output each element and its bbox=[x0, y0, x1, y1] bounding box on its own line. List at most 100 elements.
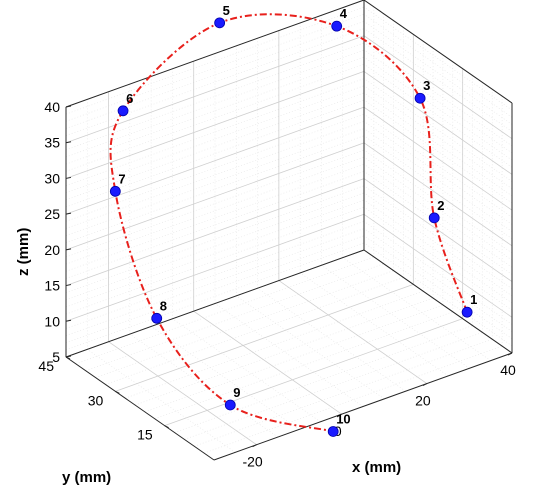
data-point-8 bbox=[151, 312, 163, 324]
z-axis-label: z (mm) bbox=[15, 228, 32, 276]
x-axis-label: x (mm) bbox=[352, 459, 401, 476]
grid-minor-line bbox=[363, 28, 513, 132]
grid-minor-line bbox=[214, 303, 364, 407]
point-label-2: 2 bbox=[437, 198, 444, 213]
x-tick-label: 20 bbox=[415, 393, 431, 409]
z-tick-label: 30 bbox=[44, 170, 60, 186]
point-label-6: 6 bbox=[126, 91, 133, 106]
grid-minor-line bbox=[257, 287, 406, 392]
grid-major-line bbox=[278, 280, 428, 384]
grid-minor-line bbox=[299, 272, 449, 377]
data-point-1 bbox=[461, 306, 473, 318]
z-tick-mark bbox=[65, 284, 72, 287]
grid-minor-line bbox=[363, 14, 513, 118]
grid-minor-line bbox=[363, 121, 513, 225]
grid-minor-line bbox=[321, 265, 470, 369]
grid-minor-line bbox=[363, 64, 513, 168]
z-tick-mark bbox=[65, 355, 72, 358]
data-point-9 bbox=[224, 399, 236, 411]
data-point-6 bbox=[117, 105, 129, 117]
grid-minor-line bbox=[150, 326, 300, 430]
grid-minor-line bbox=[363, 49, 513, 154]
y-tick-label: 45 bbox=[38, 358, 54, 374]
grid-major-line bbox=[115, 283, 414, 392]
grid-minor-line bbox=[65, 92, 365, 201]
grid-minor-line bbox=[363, 199, 513, 304]
grid-minor-line bbox=[65, 42, 365, 151]
grid-minor-line bbox=[363, 235, 513, 339]
point-label-9: 9 bbox=[233, 385, 240, 400]
z-tick-label: 20 bbox=[44, 242, 60, 258]
z-tick-mark bbox=[65, 176, 72, 179]
grid-major-line bbox=[164, 318, 463, 427]
grid-major-line bbox=[108, 341, 257, 446]
z-tick-label: 15 bbox=[44, 278, 60, 294]
data-point-5 bbox=[214, 17, 226, 29]
x-tick-label: -20 bbox=[242, 454, 262, 470]
grid-minor-line bbox=[363, 185, 513, 289]
y-tick-label: 30 bbox=[88, 392, 104, 408]
x-tick-label: 40 bbox=[500, 362, 516, 378]
grid-minor-line bbox=[363, 56, 513, 161]
grid-minor-line bbox=[363, 85, 513, 189]
grid-minor-line bbox=[363, 171, 513, 275]
z-tick-label: 5 bbox=[52, 349, 60, 365]
x-tick-mark bbox=[337, 413, 342, 417]
grid-minor-line bbox=[342, 257, 491, 361]
grid-major-line bbox=[363, 35, 513, 140]
data-point-10 bbox=[327, 426, 339, 437]
grid-minor-line bbox=[363, 128, 513, 232]
y-tick-mark bbox=[115, 390, 120, 394]
grid-major-line bbox=[363, 71, 513, 175]
grid-minor-line bbox=[363, 99, 513, 204]
grid-major-line bbox=[65, 142, 365, 251]
grid-minor-line bbox=[363, 78, 513, 182]
grid-minor-line bbox=[363, 149, 513, 254]
grid-minor-line bbox=[87, 349, 236, 453]
grid-major-line bbox=[363, 142, 513, 247]
grid-minor-line bbox=[65, 121, 365, 229]
grid-minor-line bbox=[236, 295, 385, 400]
point-label-7: 7 bbox=[118, 171, 125, 186]
z-tick-label: 10 bbox=[44, 313, 60, 329]
grid-minor-line bbox=[363, 42, 513, 147]
point-label-3: 3 bbox=[423, 78, 430, 93]
y-axis-label: y (mm) bbox=[62, 469, 111, 486]
axis-edge bbox=[65, 249, 365, 358]
grid-major-line bbox=[363, 213, 513, 318]
point-label-1: 1 bbox=[470, 292, 477, 307]
grid-minor-line bbox=[363, 21, 513, 125]
grid-major-line bbox=[65, 71, 365, 179]
grid-major-line bbox=[65, 35, 365, 144]
z-tick-label: 35 bbox=[44, 135, 60, 151]
grid-minor-line bbox=[363, 221, 513, 325]
grid-major-line bbox=[65, 178, 365, 286]
x-tick-mark bbox=[422, 383, 428, 387]
z-tick-mark bbox=[65, 212, 72, 215]
z-tick-mark bbox=[65, 105, 72, 108]
data-point-3 bbox=[414, 92, 426, 104]
point-label-4: 4 bbox=[340, 6, 348, 21]
grid-major-line bbox=[363, 106, 513, 211]
grid-major-line bbox=[193, 310, 342, 415]
z-tick-mark bbox=[65, 141, 72, 144]
axis-box bbox=[65, 0, 513, 461]
grid-minor-line bbox=[363, 135, 513, 239]
axis-edge bbox=[363, 0, 513, 104]
z-tick-mark bbox=[65, 319, 72, 322]
grid-minor-line bbox=[172, 318, 321, 423]
grid-minor-line bbox=[125, 290, 424, 399]
grid-minor-line bbox=[363, 242, 513, 347]
tick-labels: -2002040153045510152025303540 bbox=[38, 99, 516, 470]
grid-minor-line bbox=[363, 228, 513, 332]
axis-edge bbox=[65, 0, 365, 108]
point-label-10: 10 bbox=[336, 411, 350, 426]
grid-minor-line bbox=[363, 156, 513, 261]
z-tick-label: 25 bbox=[44, 206, 60, 222]
axis-edge bbox=[213, 352, 513, 461]
x-tick-mark bbox=[507, 352, 513, 356]
point-label-8: 8 bbox=[160, 298, 167, 313]
data-series: 1 2 3 4 5 6 7 8 9 10 bbox=[109, 3, 477, 437]
grid-minor-line bbox=[363, 92, 513, 197]
